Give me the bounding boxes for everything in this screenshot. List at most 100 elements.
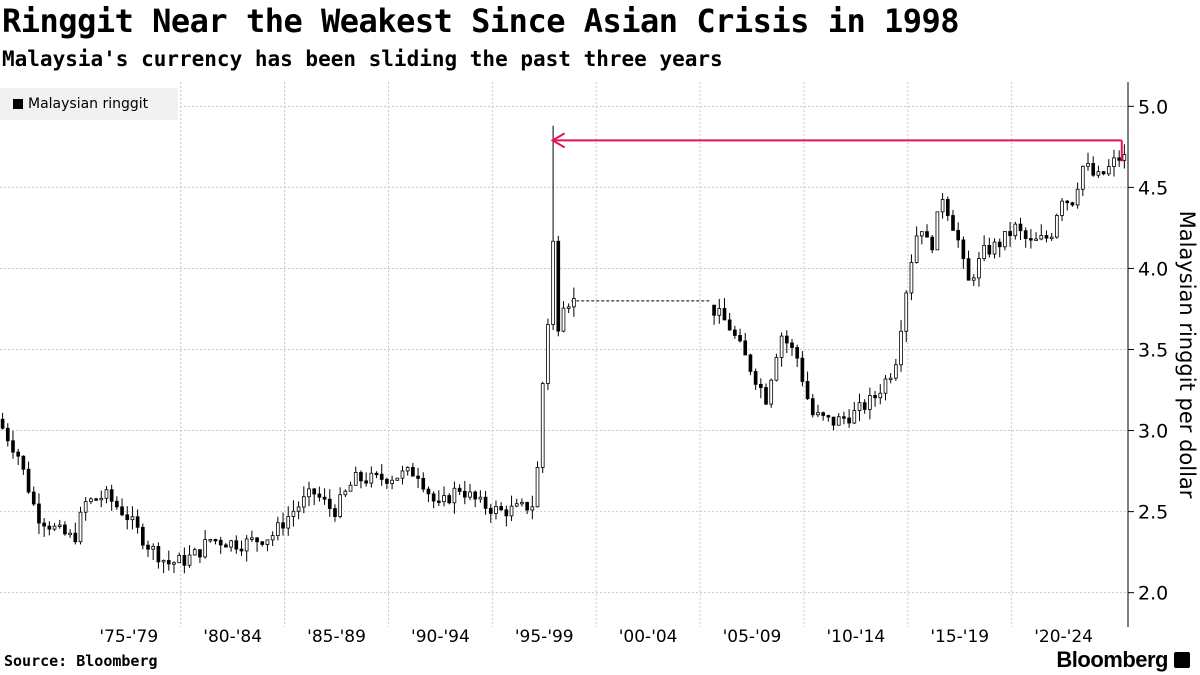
y-tick-label: 3.5 bbox=[1138, 340, 1168, 362]
candle bbox=[115, 496, 119, 510]
candle bbox=[961, 236, 966, 269]
candle bbox=[930, 235, 935, 254]
candle bbox=[836, 413, 841, 426]
candle bbox=[847, 409, 851, 428]
candle bbox=[520, 498, 524, 507]
source-note: Source: Bloomberg bbox=[4, 652, 158, 670]
candle bbox=[717, 298, 722, 324]
candle bbox=[140, 523, 145, 550]
candle bbox=[868, 387, 872, 420]
candle bbox=[494, 500, 498, 520]
candle bbox=[483, 490, 488, 515]
candle bbox=[1091, 156, 1096, 177]
candle bbox=[109, 484, 114, 511]
candle bbox=[722, 298, 727, 321]
candle bbox=[821, 411, 825, 421]
candle bbox=[239, 540, 244, 557]
candle bbox=[416, 467, 420, 489]
candle bbox=[234, 535, 239, 554]
candle bbox=[753, 368, 758, 390]
candle bbox=[1013, 221, 1018, 240]
x-axis-labels: '75-'79 '80-'84 '85-'89 '90-'94 '95-'99 '00-'… bbox=[99, 627, 1093, 647]
candle bbox=[488, 503, 493, 523]
candle bbox=[561, 301, 566, 333]
candle bbox=[997, 238, 1002, 258]
candle bbox=[1065, 199, 1070, 211]
y-tick-label: 5.0 bbox=[1138, 96, 1168, 118]
candle bbox=[327, 489, 332, 517]
y-tick-label: 4.5 bbox=[1138, 177, 1168, 199]
candle bbox=[343, 489, 348, 498]
candle bbox=[426, 486, 431, 503]
chart-subtitle: Malaysia's currency has been sliding the… bbox=[2, 47, 723, 71]
x-tick-label: '15-'19 bbox=[930, 627, 989, 647]
candle bbox=[556, 235, 561, 337]
annotation-arrow bbox=[550, 132, 1123, 162]
candle bbox=[224, 543, 228, 548]
candle bbox=[1112, 149, 1116, 177]
candle bbox=[727, 312, 732, 331]
candle bbox=[42, 518, 46, 537]
candle bbox=[395, 477, 400, 481]
candle bbox=[11, 430, 15, 459]
candle bbox=[1003, 231, 1007, 251]
candle bbox=[161, 559, 166, 574]
candle bbox=[317, 486, 322, 502]
candle bbox=[31, 486, 36, 506]
legend: Malaysian ringgit bbox=[0, 88, 178, 120]
candle bbox=[764, 383, 768, 406]
candle bbox=[914, 226, 919, 264]
candle bbox=[816, 404, 820, 418]
candle bbox=[499, 502, 503, 511]
candle bbox=[390, 475, 394, 490]
candle bbox=[733, 325, 737, 339]
candle bbox=[738, 328, 742, 343]
candle bbox=[244, 535, 249, 562]
candle bbox=[935, 211, 940, 251]
candle bbox=[810, 393, 815, 418]
candle bbox=[47, 521, 52, 536]
candle bbox=[301, 486, 306, 514]
candle bbox=[1034, 232, 1038, 241]
candle bbox=[951, 209, 955, 231]
candle bbox=[546, 318, 550, 390]
candle bbox=[525, 501, 529, 515]
brand-logo: Bloomberg bbox=[1056, 647, 1190, 673]
candle bbox=[831, 416, 836, 431]
candle bbox=[862, 399, 867, 414]
candle bbox=[338, 487, 342, 519]
candle bbox=[37, 493, 41, 535]
x-tick-label: '20-'24 bbox=[1034, 627, 1093, 647]
candle bbox=[1044, 230, 1049, 243]
candle bbox=[852, 401, 857, 424]
candle bbox=[135, 509, 140, 534]
candle bbox=[78, 506, 83, 545]
x-tick-label: '85-'89 bbox=[307, 627, 366, 647]
candle bbox=[286, 506, 291, 536]
candle bbox=[16, 448, 21, 466]
candle bbox=[89, 497, 93, 505]
candle bbox=[1106, 159, 1111, 177]
candle bbox=[909, 254, 914, 301]
candle bbox=[125, 506, 130, 530]
candle bbox=[421, 472, 426, 493]
candle bbox=[1008, 222, 1012, 247]
candle bbox=[987, 237, 992, 258]
candle bbox=[805, 371, 810, 400]
candle bbox=[795, 344, 800, 367]
candle bbox=[250, 530, 254, 542]
candle bbox=[514, 498, 519, 508]
candle bbox=[447, 493, 452, 505]
candle bbox=[457, 484, 462, 496]
candle bbox=[203, 529, 207, 559]
candle bbox=[364, 472, 368, 487]
candle bbox=[281, 512, 285, 536]
candle bbox=[83, 497, 88, 521]
candle bbox=[878, 384, 883, 405]
candle bbox=[452, 481, 457, 514]
candle bbox=[442, 486, 446, 507]
candle bbox=[99, 490, 104, 508]
candle bbox=[919, 231, 924, 245]
candle bbox=[468, 483, 472, 501]
